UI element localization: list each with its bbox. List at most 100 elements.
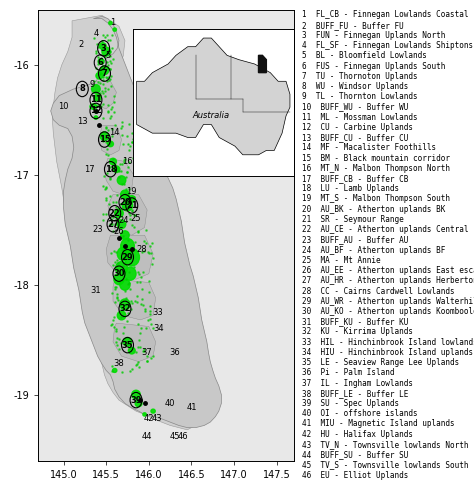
Point — [137, 278, 144, 286]
Point — [100, 172, 108, 179]
Point — [102, 74, 109, 81]
Point — [130, 161, 137, 169]
Point — [107, 112, 115, 120]
Text: 21  SR - Seymour Range: 21 SR - Seymour Range — [302, 215, 404, 224]
Text: 9  TL - Thornton Lowlands: 9 TL - Thornton Lowlands — [302, 92, 418, 101]
Point — [110, 313, 118, 321]
Point — [121, 155, 129, 163]
Point — [104, 126, 112, 134]
Point — [96, 91, 103, 99]
Polygon shape — [53, 15, 196, 430]
Text: 30  AU_KO - Atherton uplands Koombooloomba: 30 AU_KO - Atherton uplands Koombooloomb… — [302, 307, 474, 316]
Point — [102, 150, 110, 158]
Text: 22: 22 — [109, 209, 120, 218]
Text: 4  FL_SF - Finnegan Lowlands Shiptons Flat: 4 FL_SF - Finnegan Lowlands Shiptons Fla… — [302, 41, 474, 50]
Point — [106, 65, 114, 73]
Point — [143, 352, 151, 360]
Point — [130, 193, 137, 201]
Point — [137, 324, 145, 332]
Polygon shape — [106, 235, 153, 279]
Point — [133, 278, 140, 286]
Point — [149, 254, 156, 262]
Point — [107, 220, 114, 228]
Point — [96, 79, 104, 87]
Point — [143, 357, 150, 365]
Point — [145, 277, 153, 285]
Point — [149, 324, 157, 332]
Point — [137, 273, 145, 281]
Point — [141, 307, 148, 315]
Ellipse shape — [143, 413, 146, 416]
Point — [142, 239, 150, 247]
Text: 45  TV_S - Townsville lowlands South: 45 TV_S - Townsville lowlands South — [302, 461, 469, 469]
Point — [96, 103, 103, 111]
Point — [131, 223, 138, 231]
Text: 22  AU_CE - Atherton uplands Central: 22 AU_CE - Atherton uplands Central — [302, 225, 469, 234]
Point — [124, 169, 131, 176]
Point — [99, 217, 106, 224]
Point — [140, 301, 147, 309]
Point — [94, 60, 102, 68]
Point — [145, 248, 152, 256]
Ellipse shape — [114, 274, 124, 285]
Text: 42  HU - Halifax Uplands: 42 HU - Halifax Uplands — [302, 430, 413, 439]
Point — [114, 259, 122, 267]
Point — [125, 309, 132, 317]
Text: 16  MT_N - Malbon Thompson North: 16 MT_N - Malbon Thompson North — [302, 164, 450, 173]
Ellipse shape — [128, 347, 135, 354]
Text: 43  TV_N - Townsville lowlands North: 43 TV_N - Townsville lowlands North — [302, 440, 469, 449]
Point — [98, 37, 106, 45]
Point — [133, 292, 140, 299]
Point — [125, 279, 133, 287]
Point — [115, 296, 122, 304]
Text: 32  KU - Kirrima Uplands: 32 KU - Kirrima Uplands — [302, 327, 413, 337]
Point — [106, 48, 114, 55]
Text: 17  BUFF_CB - Buffer CB: 17 BUFF_CB - Buffer CB — [302, 174, 409, 183]
Text: 43: 43 — [152, 415, 163, 423]
Point — [112, 285, 119, 293]
Ellipse shape — [117, 247, 129, 261]
Point — [92, 109, 100, 117]
Polygon shape — [258, 55, 266, 73]
Point — [109, 125, 116, 133]
Point — [107, 82, 115, 90]
Point — [107, 59, 115, 67]
Text: 36: 36 — [169, 348, 180, 357]
Point — [126, 367, 134, 374]
Polygon shape — [91, 81, 117, 109]
Point — [108, 132, 116, 140]
Point — [123, 190, 131, 197]
Point — [115, 173, 122, 181]
Point — [119, 232, 127, 240]
Text: 41: 41 — [186, 403, 197, 412]
Point — [118, 180, 126, 188]
Point — [135, 270, 143, 278]
Text: 44: 44 — [142, 432, 152, 441]
Ellipse shape — [128, 196, 135, 202]
Point — [112, 298, 119, 306]
Point — [94, 41, 101, 49]
Ellipse shape — [122, 200, 133, 211]
Ellipse shape — [116, 262, 128, 275]
Ellipse shape — [135, 400, 142, 407]
Point — [102, 196, 110, 204]
Point — [107, 249, 114, 257]
Text: 6  FUS - Finnegan Uplands South: 6 FUS - Finnegan Uplands South — [302, 62, 446, 71]
Point — [103, 133, 111, 141]
Point — [130, 264, 138, 271]
Point — [106, 57, 114, 65]
Point — [111, 258, 119, 266]
Ellipse shape — [117, 311, 126, 320]
Point — [105, 64, 112, 72]
Text: 28  CC - Cairns Cardwell Lowlands: 28 CC - Cairns Cardwell Lowlands — [302, 287, 455, 295]
Point — [148, 260, 156, 268]
Point — [103, 74, 111, 82]
Point — [137, 300, 145, 308]
Point — [109, 317, 117, 324]
Point — [101, 92, 109, 100]
Point — [119, 140, 127, 147]
Polygon shape — [113, 279, 155, 320]
Point — [92, 64, 100, 72]
Point — [104, 101, 112, 109]
Point — [134, 298, 141, 306]
